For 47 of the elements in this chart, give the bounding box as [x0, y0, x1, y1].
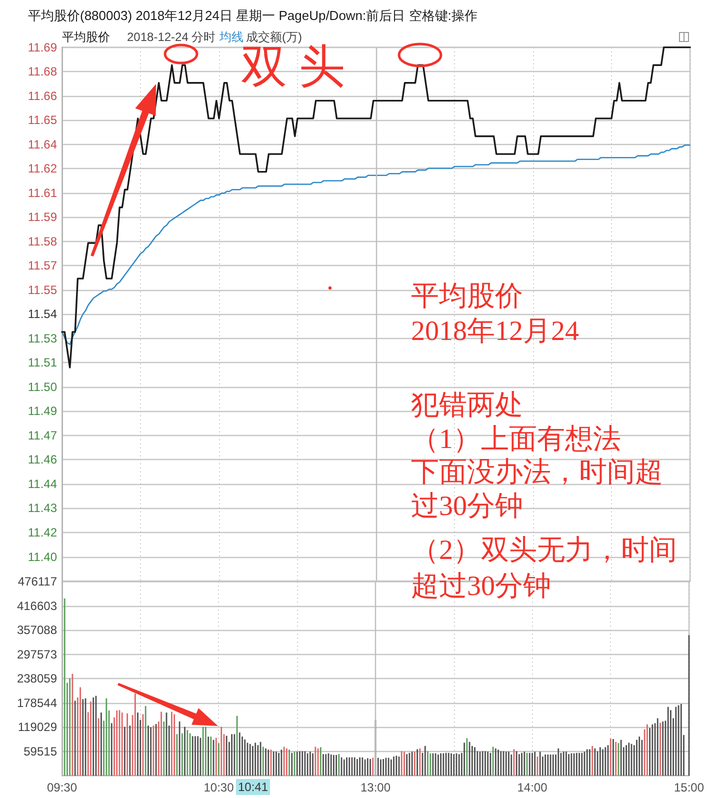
- y-tick-label: 11.68: [28, 64, 58, 78]
- x-tick-label: 09:30: [46, 780, 78, 795]
- chart-subtitle: 2018-12-24 分时: [127, 30, 216, 44]
- y-tick-label: 11.47: [28, 428, 58, 442]
- y-tick-label: 11.50: [28, 380, 58, 394]
- y-tick-label: 11.61: [28, 186, 58, 200]
- y-tick-label: 11.49: [28, 404, 58, 418]
- y-tick-label: 11.53: [28, 331, 58, 346]
- annotation: （2）双头无力，时间超过30分钟: [411, 534, 678, 604]
- y-tick-label: 11.40: [28, 550, 58, 564]
- y-tick-label: 11.44: [28, 477, 58, 492]
- x-tick-label: 10:30: [204, 780, 234, 795]
- y-tick-label: 11.54: [28, 307, 58, 322]
- text: 10:41: [236, 779, 270, 795]
- y-tick-label: 11.69: [28, 40, 58, 54]
- y-tick-label: 11.58: [28, 234, 58, 248]
- y-tick-label: 11.57: [28, 258, 58, 273]
- y-tick-label: 11.55: [28, 282, 58, 297]
- y-tick-label: 59515: [24, 744, 58, 758]
- y-tick-label: 11.66: [28, 88, 58, 103]
- x-tick-label: 15:00: [674, 780, 704, 795]
- annotation: 2018年12月24: [411, 315, 579, 349]
- y-tick-label: 11.65: [28, 113, 58, 128]
- annotation: 平均股价: [411, 280, 523, 314]
- y-tick-label: 238059: [16, 672, 58, 686]
- y-tick-label: 11.64: [28, 137, 58, 152]
- annotation: 犯错两处: [411, 389, 523, 422]
- y-tick-label: 11.42: [28, 525, 58, 540]
- text: 平均股价: [62, 30, 110, 44]
- y-tick-label: 297573: [16, 647, 58, 662]
- annotation: （1）上面有想法: [411, 422, 621, 456]
- y-tick-label: 357088: [16, 623, 58, 638]
- y-tick-label: 11.51: [28, 356, 58, 370]
- y-tick-label: 11.62: [28, 162, 58, 176]
- y-tick-label: 178544: [16, 696, 58, 710]
- y-tick-label: 11.46: [28, 452, 58, 467]
- x-tick-label: 13:00: [360, 780, 391, 795]
- chart-title: 平均股价(880003) 2018年12月24日 星期一 PageUp/Down:前后日 空格键:操作: [28, 8, 478, 24]
- y-tick-label: 119029: [18, 720, 58, 734]
- annotation: 下面没办法，时间超过30分钟: [411, 456, 664, 523]
- x-tick-label: 14:00: [517, 780, 548, 795]
- y-tick-label: 11.43: [28, 501, 58, 516]
- y-tick-label: 11.59: [28, 210, 58, 224]
- text: 均线: [220, 30, 244, 44]
- text: 成交额(万): [246, 30, 302, 44]
- y-tick-label: 416603: [16, 598, 58, 613]
- y-tick-label: 476117: [18, 574, 58, 589]
